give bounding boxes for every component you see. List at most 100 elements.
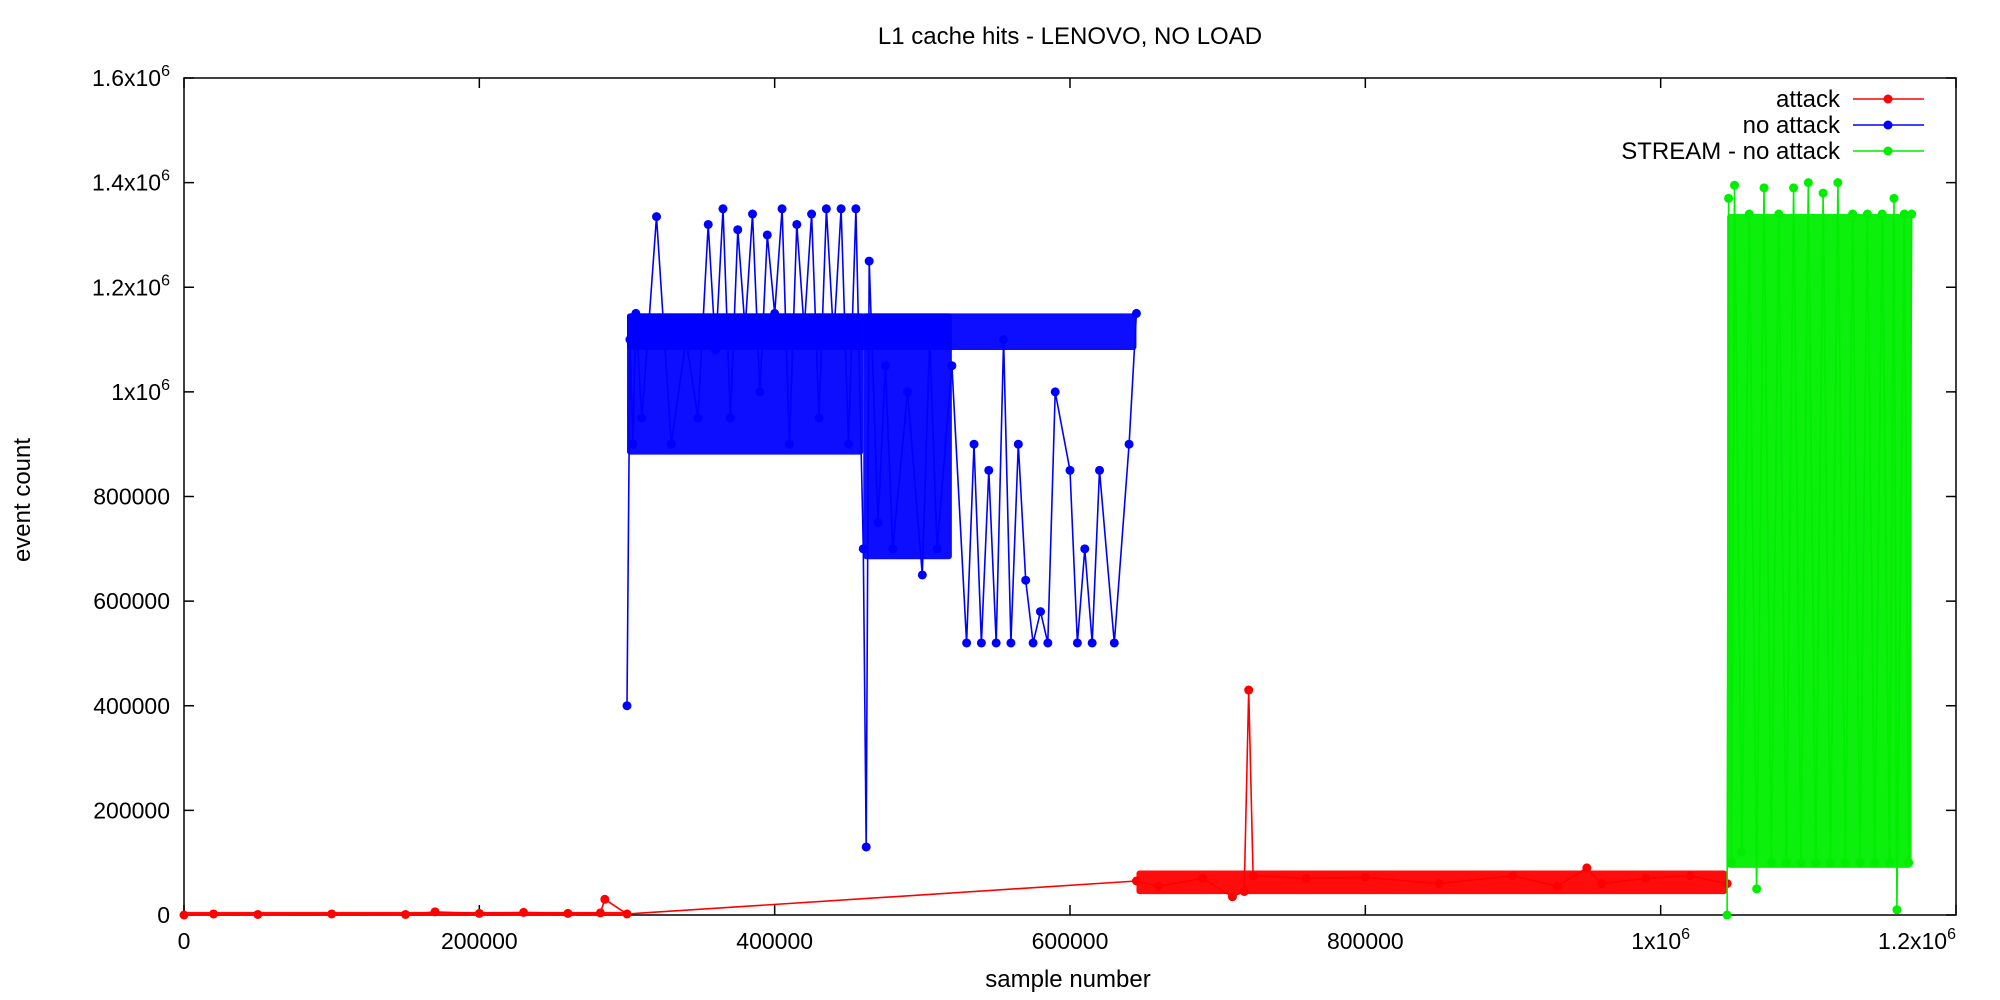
y-tick-label: 1x106 [111, 377, 170, 405]
data-point [1065, 465, 1075, 475]
data-point [799, 324, 809, 334]
data-point [519, 907, 529, 917]
data-point [253, 909, 263, 919]
y-tick-label-text: 1.4x10 [92, 170, 161, 196]
data-point [1904, 858, 1914, 868]
data-point [999, 335, 1009, 345]
legend-marker [1883, 146, 1893, 156]
data-point [1752, 884, 1762, 894]
x-tick-label: 400000 [736, 928, 813, 954]
legend-marker [1883, 120, 1893, 130]
data-point [1131, 308, 1141, 318]
data-point [652, 212, 662, 222]
data-point [628, 439, 638, 449]
data-point [858, 544, 868, 554]
data-point [917, 570, 927, 580]
data-point [1781, 858, 1791, 868]
data-point [903, 387, 913, 397]
data-point [1848, 209, 1858, 219]
x-axis-label: sample number [985, 966, 1150, 993]
y-tick-label: 1.6x106 [92, 63, 170, 91]
x-tick-label-text: 400000 [736, 928, 813, 954]
data-point [1035, 607, 1045, 617]
data-point [976, 638, 986, 648]
x-tick-label-exponent: 6 [1681, 926, 1690, 943]
data-point [1889, 193, 1899, 203]
data-point [1248, 871, 1258, 881]
data-point [1766, 858, 1776, 868]
data-point [1855, 858, 1865, 868]
data-point [1727, 858, 1737, 868]
y-tick-label: 1.2x106 [92, 272, 170, 300]
data-point [1833, 178, 1843, 188]
legend-marker [1883, 94, 1893, 104]
data-point [693, 413, 703, 423]
x-tick-label: 1x106 [1631, 926, 1690, 954]
data-point [1360, 872, 1370, 882]
data-point [962, 638, 972, 648]
data-point [1095, 465, 1105, 475]
data-point [873, 518, 883, 528]
data-point [733, 225, 743, 235]
data-point [1870, 858, 1880, 868]
data-point [1087, 638, 1097, 648]
data-point [625, 335, 635, 345]
data-point [762, 230, 772, 240]
data-point [1730, 180, 1739, 190]
legend-label: attack [1776, 86, 1841, 113]
data-point [1109, 638, 1119, 648]
data-point [1811, 858, 1821, 868]
data-point [1597, 879, 1607, 889]
x-tick-label-text: 200000 [441, 928, 518, 954]
data-point [1154, 881, 1164, 891]
y-tick-label-text: 1.6x10 [92, 65, 161, 91]
legend-item: STREAM - no attack [1621, 138, 1924, 165]
y-tick-label-exponent: 6 [161, 377, 170, 394]
y-tick-label-text: 600000 [93, 588, 170, 614]
data-point [1072, 638, 1082, 648]
data-point [637, 413, 647, 423]
data-point [864, 256, 874, 266]
data-point [1006, 638, 1016, 648]
y-tick-label: 1.4x106 [92, 168, 170, 196]
data-point [740, 324, 750, 334]
data-point [631, 308, 641, 318]
y-tick-label-exponent: 6 [161, 272, 170, 289]
data-point [1050, 387, 1060, 397]
data-point [1043, 638, 1053, 648]
data-point [401, 909, 410, 919]
data-point [777, 204, 787, 214]
data-point [1803, 178, 1813, 188]
y-tick-label-text: 1x10 [111, 379, 161, 405]
y-tick-label: 800000 [93, 484, 170, 510]
data-point [1013, 439, 1023, 449]
series-line [1726, 182, 1913, 916]
data-point [666, 439, 676, 449]
x-tick-label-text: 600000 [1032, 928, 1109, 954]
data-point [844, 439, 853, 449]
data-point [1021, 575, 1031, 585]
data-point [807, 209, 817, 219]
series-no-attack [622, 204, 1141, 852]
data-point [681, 335, 691, 345]
data-point [755, 387, 765, 397]
y-tick-label-text: 1.2x10 [92, 274, 161, 300]
data-point [1552, 881, 1562, 891]
data-point [1028, 638, 1038, 648]
data-point [792, 219, 802, 229]
data-point [969, 439, 979, 449]
data-point [1885, 858, 1895, 868]
data-point [1685, 871, 1695, 881]
data-point [1582, 863, 1592, 873]
data-point [644, 314, 654, 324]
data-point [1892, 905, 1902, 915]
data-point [718, 204, 728, 214]
data-point [1907, 209, 1917, 219]
data-point [932, 544, 942, 554]
data-point [784, 439, 794, 449]
y-tick-label: 400000 [93, 693, 170, 719]
chart-title: L1 cache hits - LENOVO, NO LOAD [878, 23, 1262, 50]
data-point [1744, 209, 1754, 219]
data-point [563, 908, 573, 918]
x-tick-label-text: 1.2x10 [1878, 928, 1947, 954]
